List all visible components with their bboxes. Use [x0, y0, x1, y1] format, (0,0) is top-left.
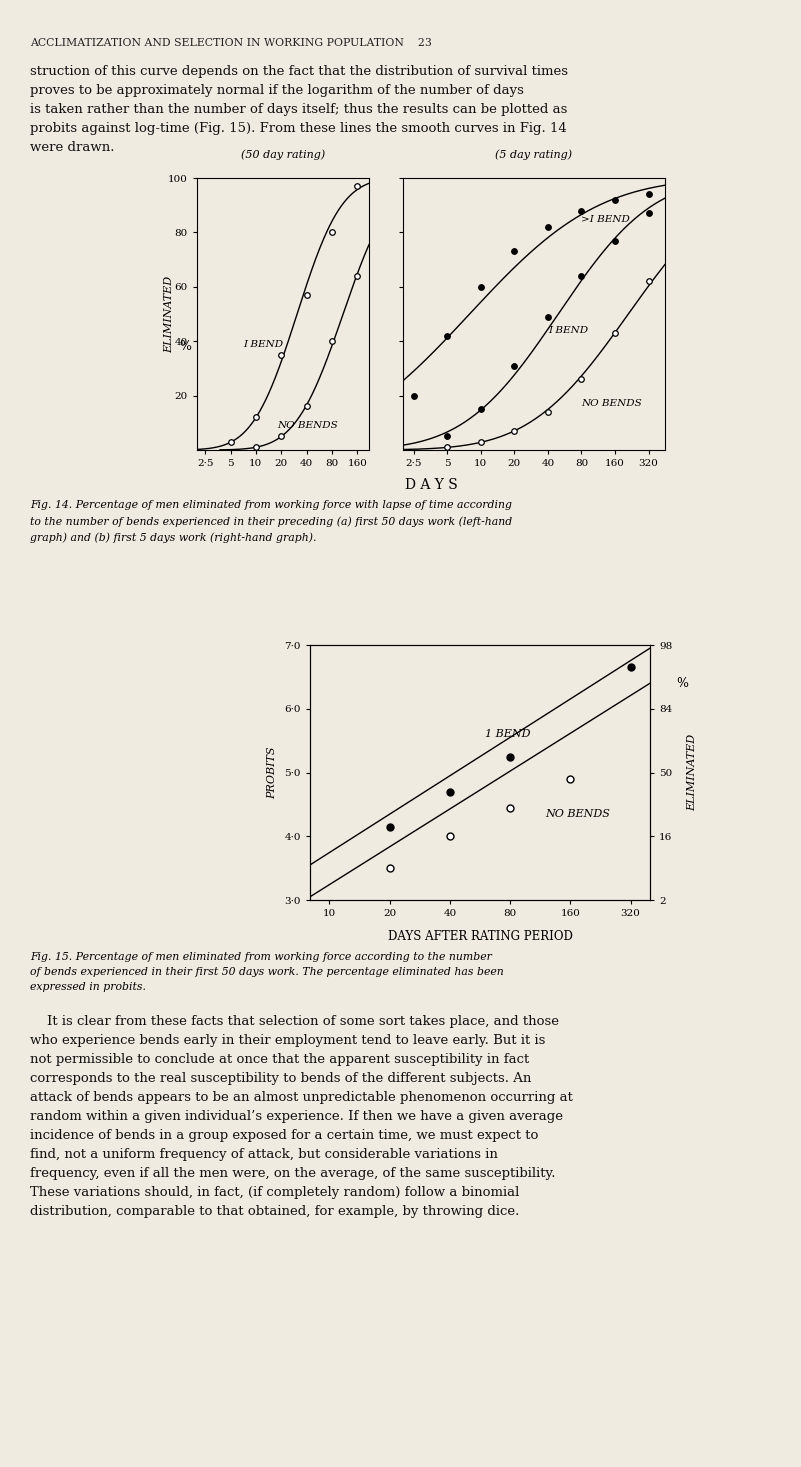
Text: >I BEND: >I BEND — [582, 214, 630, 223]
Text: ELIMINATED: ELIMINATED — [687, 734, 697, 811]
Text: NO BENDS: NO BENDS — [545, 810, 610, 819]
Text: %: % — [676, 676, 688, 689]
Text: frequency, even if all the men were, on the average, of the same susceptibility.: frequency, even if all the men were, on … — [30, 1168, 556, 1179]
Text: I BEND: I BEND — [548, 326, 588, 334]
Text: proves to be approximately normal if the logarithm of the number of days: proves to be approximately normal if the… — [30, 84, 524, 97]
Text: (5 day rating): (5 day rating) — [496, 150, 573, 160]
Text: ELIMINATED: ELIMINATED — [164, 276, 174, 352]
Text: incidence of bends in a group exposed for a certain time, we must expect to: incidence of bends in a group exposed fo… — [30, 1130, 538, 1141]
Text: attack of bends appears to be an almost unpredictable phenomenon occurring at: attack of bends appears to be an almost … — [30, 1091, 573, 1105]
Text: is taken rather than the number of days itself; thus the results can be plotted : is taken rather than the number of days … — [30, 103, 567, 116]
Text: These variations should, in fact, (if completely random) follow a binomial: These variations should, in fact, (if co… — [30, 1185, 519, 1199]
Text: Fig. 14. Percentage of men eliminated from working force with lapse of time acco: Fig. 14. Percentage of men eliminated fr… — [30, 500, 512, 511]
Text: DAYS AFTER RATING PERIOD: DAYS AFTER RATING PERIOD — [388, 930, 573, 943]
Text: random within a given individual’s experience. If then we have a given average: random within a given individual’s exper… — [30, 1111, 563, 1124]
Text: not permissible to conclude at once that the apparent susceptibility in fact: not permissible to conclude at once that… — [30, 1053, 529, 1067]
Text: to the number of bends experienced in their preceding (a) first 50 days work (le: to the number of bends experienced in th… — [30, 516, 513, 527]
Text: %: % — [179, 340, 191, 354]
Text: NO BENDS: NO BENDS — [582, 399, 642, 408]
Text: find, not a uniform frequency of attack, but considerable variations in: find, not a uniform frequency of attack,… — [30, 1149, 498, 1160]
Text: corresponds to the real susceptibility to bends of the different subjects. An: corresponds to the real susceptibility t… — [30, 1072, 531, 1086]
Text: (50 day rating): (50 day rating) — [241, 150, 325, 160]
Text: who experience bends early in their employment tend to leave early. But it is: who experience bends early in their empl… — [30, 1034, 545, 1047]
Text: 1 BEND: 1 BEND — [485, 729, 530, 739]
Text: Fig. 15. Percentage of men eliminated from working force according to the number: Fig. 15. Percentage of men eliminated fr… — [30, 952, 492, 962]
Text: I BEND: I BEND — [243, 340, 283, 349]
Text: ACCLIMATIZATION AND SELECTION IN WORKING POPULATION    23: ACCLIMATIZATION AND SELECTION IN WORKING… — [30, 38, 432, 48]
Text: graph) and (b) first 5 days work (right-hand graph).: graph) and (b) first 5 days work (right-… — [30, 533, 316, 543]
Text: NO BENDS: NO BENDS — [277, 421, 338, 430]
Text: PROBITS: PROBITS — [267, 747, 277, 798]
Text: D A Y S: D A Y S — [405, 478, 457, 491]
Text: struction of this curve depends on the fact that the distribution of survival ti: struction of this curve depends on the f… — [30, 65, 568, 78]
Text: It is clear from these facts that selection of some sort takes place, and those: It is clear from these facts that select… — [30, 1015, 559, 1028]
Text: were drawn.: were drawn. — [30, 141, 115, 154]
Text: of bends experienced in their first 50 days work. The percentage eliminated has : of bends experienced in their first 50 d… — [30, 967, 504, 977]
Text: expressed in probits.: expressed in probits. — [30, 981, 146, 992]
Text: distribution, comparable to that obtained, for example, by throwing dice.: distribution, comparable to that obtaine… — [30, 1204, 519, 1218]
Text: probits against log-time (Fig. 15). From these lines the smooth curves in Fig. 1: probits against log-time (Fig. 15). From… — [30, 122, 567, 135]
